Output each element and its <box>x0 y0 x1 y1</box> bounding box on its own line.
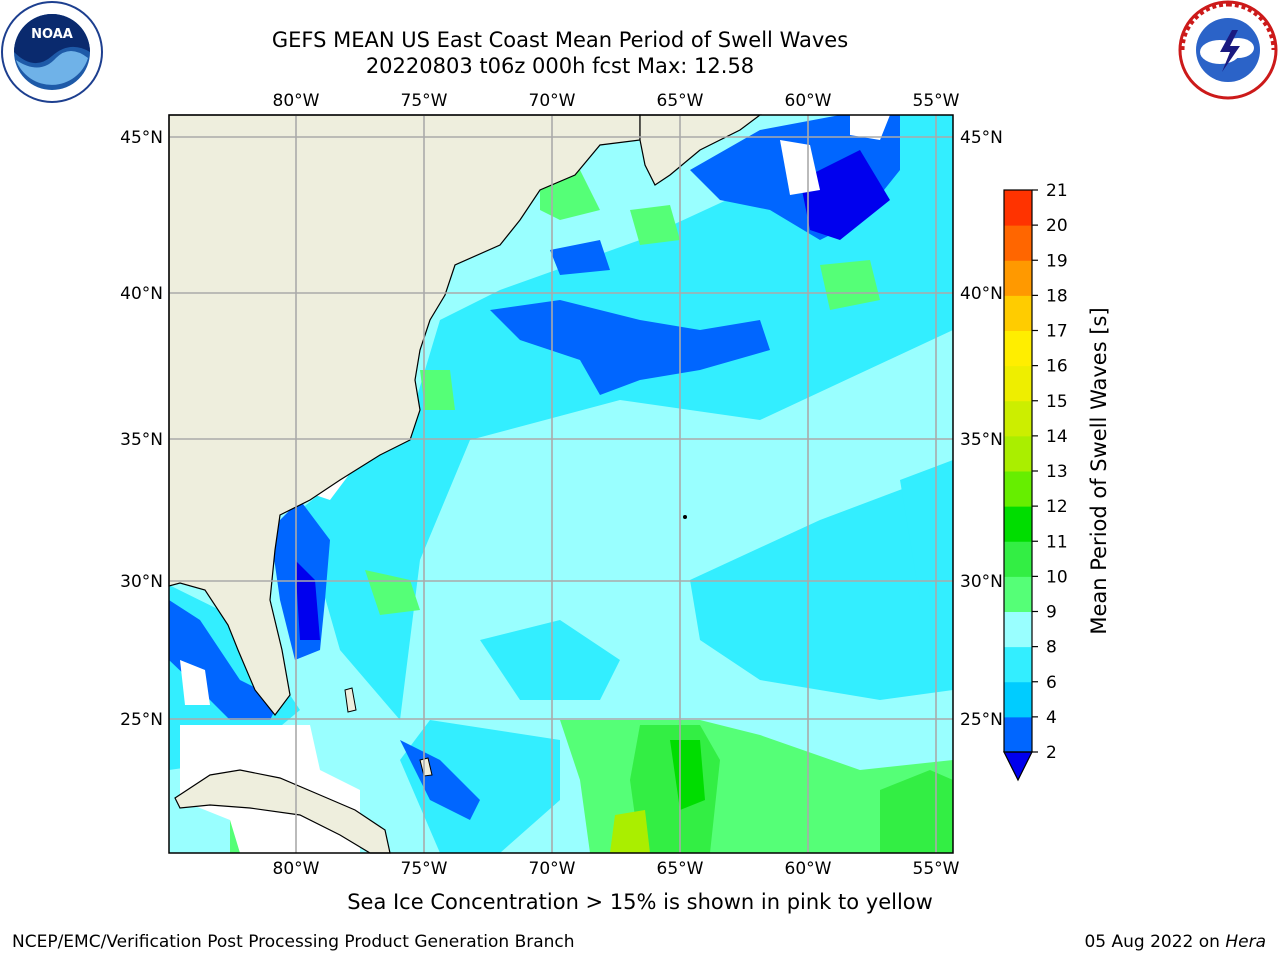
longitude-label-top: 55°W <box>913 91 960 111</box>
footer-credit: NCEP/EMC/Verification Post Processing Pr… <box>12 932 575 952</box>
colorbar-tick-label: 16 <box>1046 357 1068 377</box>
colorbar-segment <box>1004 365 1032 402</box>
longitude-label-bottom: 60°W <box>785 859 832 879</box>
dark-blue-swell-region <box>800 150 890 240</box>
latitude-label-left: 45°N <box>120 128 163 148</box>
green-swell-region <box>630 205 680 245</box>
map-title: GEFS MEAN US East Coast Mean Period of S… <box>271 28 849 52</box>
longitude-label-bottom: 65°W <box>657 859 704 879</box>
colorbar-tick-label: 18 <box>1046 286 1068 306</box>
longitude-label-bottom: 75°W <box>401 859 448 879</box>
colorbar-segment <box>1004 435 1032 472</box>
colorbar-tick-label: 8 <box>1046 638 1057 658</box>
blue-swell-region <box>490 300 770 395</box>
colorbar-tick-label: 11 <box>1046 532 1068 552</box>
colorbar-segment <box>1004 471 1032 507</box>
cyan-swell-region <box>480 620 620 700</box>
latitude-label-left: 25°N <box>120 710 163 730</box>
longitude-label-top: 75°W <box>401 91 448 111</box>
latitude-label-right: 35°N <box>960 430 1003 450</box>
colorbar-tick-label: 2 <box>1046 743 1057 763</box>
colorbar-tick-label: 21 <box>1046 181 1068 201</box>
latitude-label-left: 35°N <box>120 430 163 450</box>
noaa-logo-text: NOAA <box>31 27 73 42</box>
colorbar-segment <box>1004 576 1032 612</box>
bahamas-island <box>344 687 357 713</box>
noaa-logo-icon: NOAA <box>1 1 103 103</box>
map-subtitle: 20220803 t06z 000h fcst Max: 12.58 <box>365 54 755 78</box>
green-swell-region <box>820 260 880 310</box>
blue-swell-region <box>550 240 610 275</box>
longitude-label-bottom: 80°W <box>273 859 320 879</box>
latitude-label-left: 30°N <box>120 572 163 592</box>
colorbar-segment <box>1004 646 1032 683</box>
colorbar-segment <box>1004 681 1032 718</box>
colorbar-segment <box>1004 611 1032 648</box>
colorbar-segment <box>1004 716 1032 753</box>
colorbar-segment <box>1004 330 1032 367</box>
yellow-green-swell-region <box>610 810 650 853</box>
latitude-label-left: 40°N <box>120 284 163 304</box>
cyan-swell-region <box>400 720 560 853</box>
green-swell-region <box>670 740 705 810</box>
colorbar-segment <box>1004 225 1032 261</box>
map-frame <box>168 114 954 854</box>
colorbar-tick-label: 14 <box>1046 427 1068 447</box>
colorbar-tick-label: 4 <box>1046 708 1057 728</box>
colorbar-tick-label: 9 <box>1046 603 1057 623</box>
colorbar-segment <box>1004 190 1032 226</box>
footer-host: Hera <box>1225 932 1266 952</box>
colorbar-tick-label: 12 <box>1046 497 1068 517</box>
longitude-label-top: 65°W <box>657 91 704 111</box>
bahamas-island <box>419 757 433 777</box>
colorbar-segment <box>1004 541 1032 577</box>
latitude-label-right: 25°N <box>960 710 1003 730</box>
cyan-swell-region <box>300 115 953 720</box>
national-weather-service-logo-icon <box>1178 0 1278 100</box>
longitude-label-top: 60°W <box>785 91 832 111</box>
longitude-label-top: 70°W <box>529 91 576 111</box>
colorbar-segment <box>1004 506 1032 542</box>
missing-data-area <box>780 140 820 195</box>
latitude-label-right: 40°N <box>960 284 1003 304</box>
colorbar-tick-label: 10 <box>1046 567 1068 587</box>
footer-date-text: 05 Aug 2022 on <box>1084 932 1220 952</box>
longitude-label-bottom: 55°W <box>913 859 960 879</box>
colorbar-extend-arrow <box>1003 751 1033 782</box>
colorbar-tick-label: 6 <box>1046 673 1057 693</box>
missing-data-area <box>850 115 890 140</box>
longitude-label-bottom: 70°W <box>529 859 576 879</box>
green-swell-region <box>880 770 953 853</box>
latitude-label-right: 30°N <box>960 572 1003 592</box>
colorbar-tick-label: 15 <box>1046 392 1068 412</box>
bermuda-island <box>683 515 687 519</box>
missing-data-area <box>180 660 210 705</box>
blue-swell-region <box>169 600 280 720</box>
colorbar-label: Mean Period of Swell Waves [s] <box>1087 307 1111 634</box>
green-swell-region <box>420 370 455 410</box>
cyan-swell-region <box>690 470 953 700</box>
colorbar-tick-label: 19 <box>1046 251 1068 271</box>
cyan-swell-region <box>900 460 953 600</box>
colorbar-tick-label: 13 <box>1046 462 1068 482</box>
colorbar-segment <box>1004 295 1032 331</box>
longitude-label-top: 80°W <box>273 91 320 111</box>
colorbar-tick-label: 20 <box>1046 216 1068 236</box>
colorbar-segment <box>1004 400 1032 437</box>
us-land-area <box>168 114 641 716</box>
colorbar-segment <box>1004 260 1032 296</box>
canada-land-area <box>639 114 762 186</box>
sea-ice-note: Sea Ice Concentration > 15% is shown in … <box>347 890 933 914</box>
colorbar-tick-label: 17 <box>1046 322 1068 342</box>
dark-blue-swell-region <box>295 560 320 640</box>
footer-date: 05 Aug 2022 on Hera <box>1084 932 1266 952</box>
latitude-label-right: 45°N <box>960 128 1003 148</box>
